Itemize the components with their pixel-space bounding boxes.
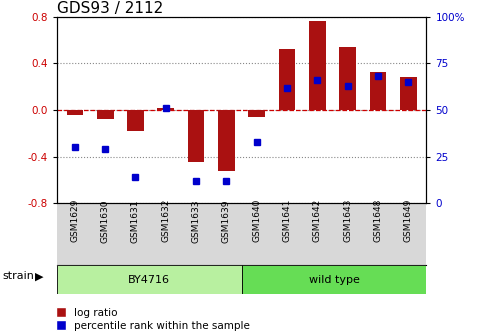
Text: BY4716: BY4716 [128,275,170,285]
Bar [279,49,295,110]
Bar [188,110,205,163]
Bar [400,77,417,110]
Bar [242,265,426,294]
Bar [67,110,83,115]
Bar [127,110,144,131]
Bar [339,47,356,110]
Bar [157,108,174,110]
Bar [370,72,387,110]
Text: wild type: wild type [309,275,359,285]
Bar [57,265,242,294]
Legend: log ratio, percentile rank within the sample: log ratio, percentile rank within the sa… [57,308,249,331]
Bar [248,110,265,117]
Bar [97,110,113,119]
Text: GDS93 / 2112: GDS93 / 2112 [57,1,163,16]
Bar [309,22,326,110]
Bar [218,110,235,171]
Text: strain: strain [2,271,35,281]
Text: ▶: ▶ [35,271,43,281]
